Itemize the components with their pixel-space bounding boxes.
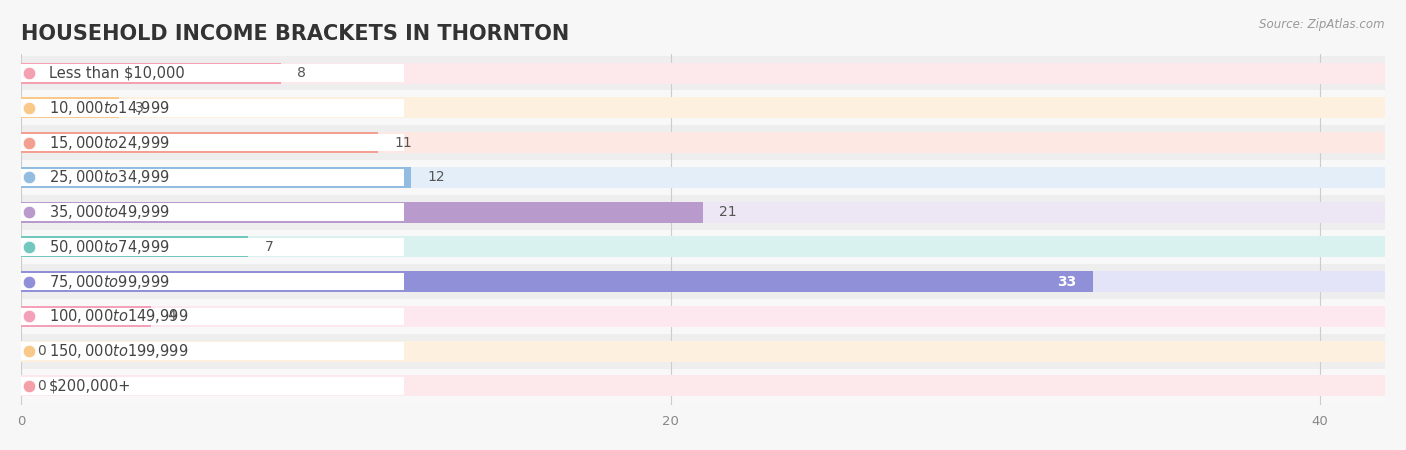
Bar	[21, 99, 405, 117]
Text: $50,000 to $74,999: $50,000 to $74,999	[49, 238, 170, 256]
Bar	[21, 167, 411, 188]
Text: $35,000 to $49,999: $35,000 to $49,999	[49, 203, 170, 221]
Text: 0: 0	[38, 379, 46, 393]
Bar	[21, 306, 150, 327]
Bar	[21, 63, 1385, 84]
Bar	[21, 236, 1385, 257]
Text: $75,000 to $99,999: $75,000 to $99,999	[49, 273, 170, 291]
Text: 33: 33	[1057, 274, 1077, 288]
Bar	[21, 341, 1385, 361]
Bar	[21, 342, 405, 360]
Bar	[0, 264, 1406, 299]
Text: 0: 0	[38, 344, 46, 358]
Bar	[21, 98, 118, 118]
Text: Less than $10,000: Less than $10,000	[49, 66, 184, 81]
Text: 4: 4	[167, 310, 176, 324]
Bar	[21, 375, 1385, 396]
Text: $200,000+: $200,000+	[49, 378, 131, 393]
Bar	[0, 299, 1406, 334]
Text: Source: ZipAtlas.com: Source: ZipAtlas.com	[1260, 18, 1385, 31]
Bar	[21, 167, 1385, 188]
Bar	[21, 307, 405, 325]
Text: $15,000 to $24,999: $15,000 to $24,999	[49, 134, 170, 152]
Text: 7: 7	[264, 240, 273, 254]
Text: 11: 11	[395, 135, 412, 149]
Text: $150,000 to $199,999: $150,000 to $199,999	[49, 342, 188, 360]
Bar	[21, 63, 281, 84]
Bar	[21, 203, 405, 221]
Bar	[21, 202, 703, 223]
Bar	[0, 125, 1406, 160]
Text: 8: 8	[297, 66, 307, 80]
Bar	[21, 64, 405, 82]
Bar	[21, 271, 1092, 292]
Text: 3: 3	[135, 101, 143, 115]
Text: 12: 12	[427, 171, 444, 184]
Bar	[21, 271, 1385, 292]
Bar	[0, 195, 1406, 230]
Bar	[21, 238, 405, 256]
Text: $10,000 to $14,999: $10,000 to $14,999	[49, 99, 170, 117]
Bar	[0, 160, 1406, 195]
Bar	[21, 202, 1385, 223]
Bar	[0, 90, 1406, 125]
Bar	[21, 236, 249, 257]
Bar	[21, 377, 405, 395]
Bar	[0, 334, 1406, 369]
Bar	[21, 132, 378, 153]
Text: 21: 21	[720, 205, 737, 219]
Bar	[0, 369, 1406, 403]
Bar	[21, 98, 1385, 118]
Text: HOUSEHOLD INCOME BRACKETS IN THORNTON: HOUSEHOLD INCOME BRACKETS IN THORNTON	[21, 24, 569, 44]
Bar	[21, 273, 405, 291]
Bar	[21, 168, 405, 186]
Text: $25,000 to $34,999: $25,000 to $34,999	[49, 168, 170, 186]
Bar	[21, 132, 1385, 153]
Bar	[21, 306, 1385, 327]
Bar	[0, 56, 1406, 90]
Bar	[21, 134, 405, 152]
Bar	[0, 230, 1406, 264]
Text: $100,000 to $149,999: $100,000 to $149,999	[49, 307, 188, 325]
